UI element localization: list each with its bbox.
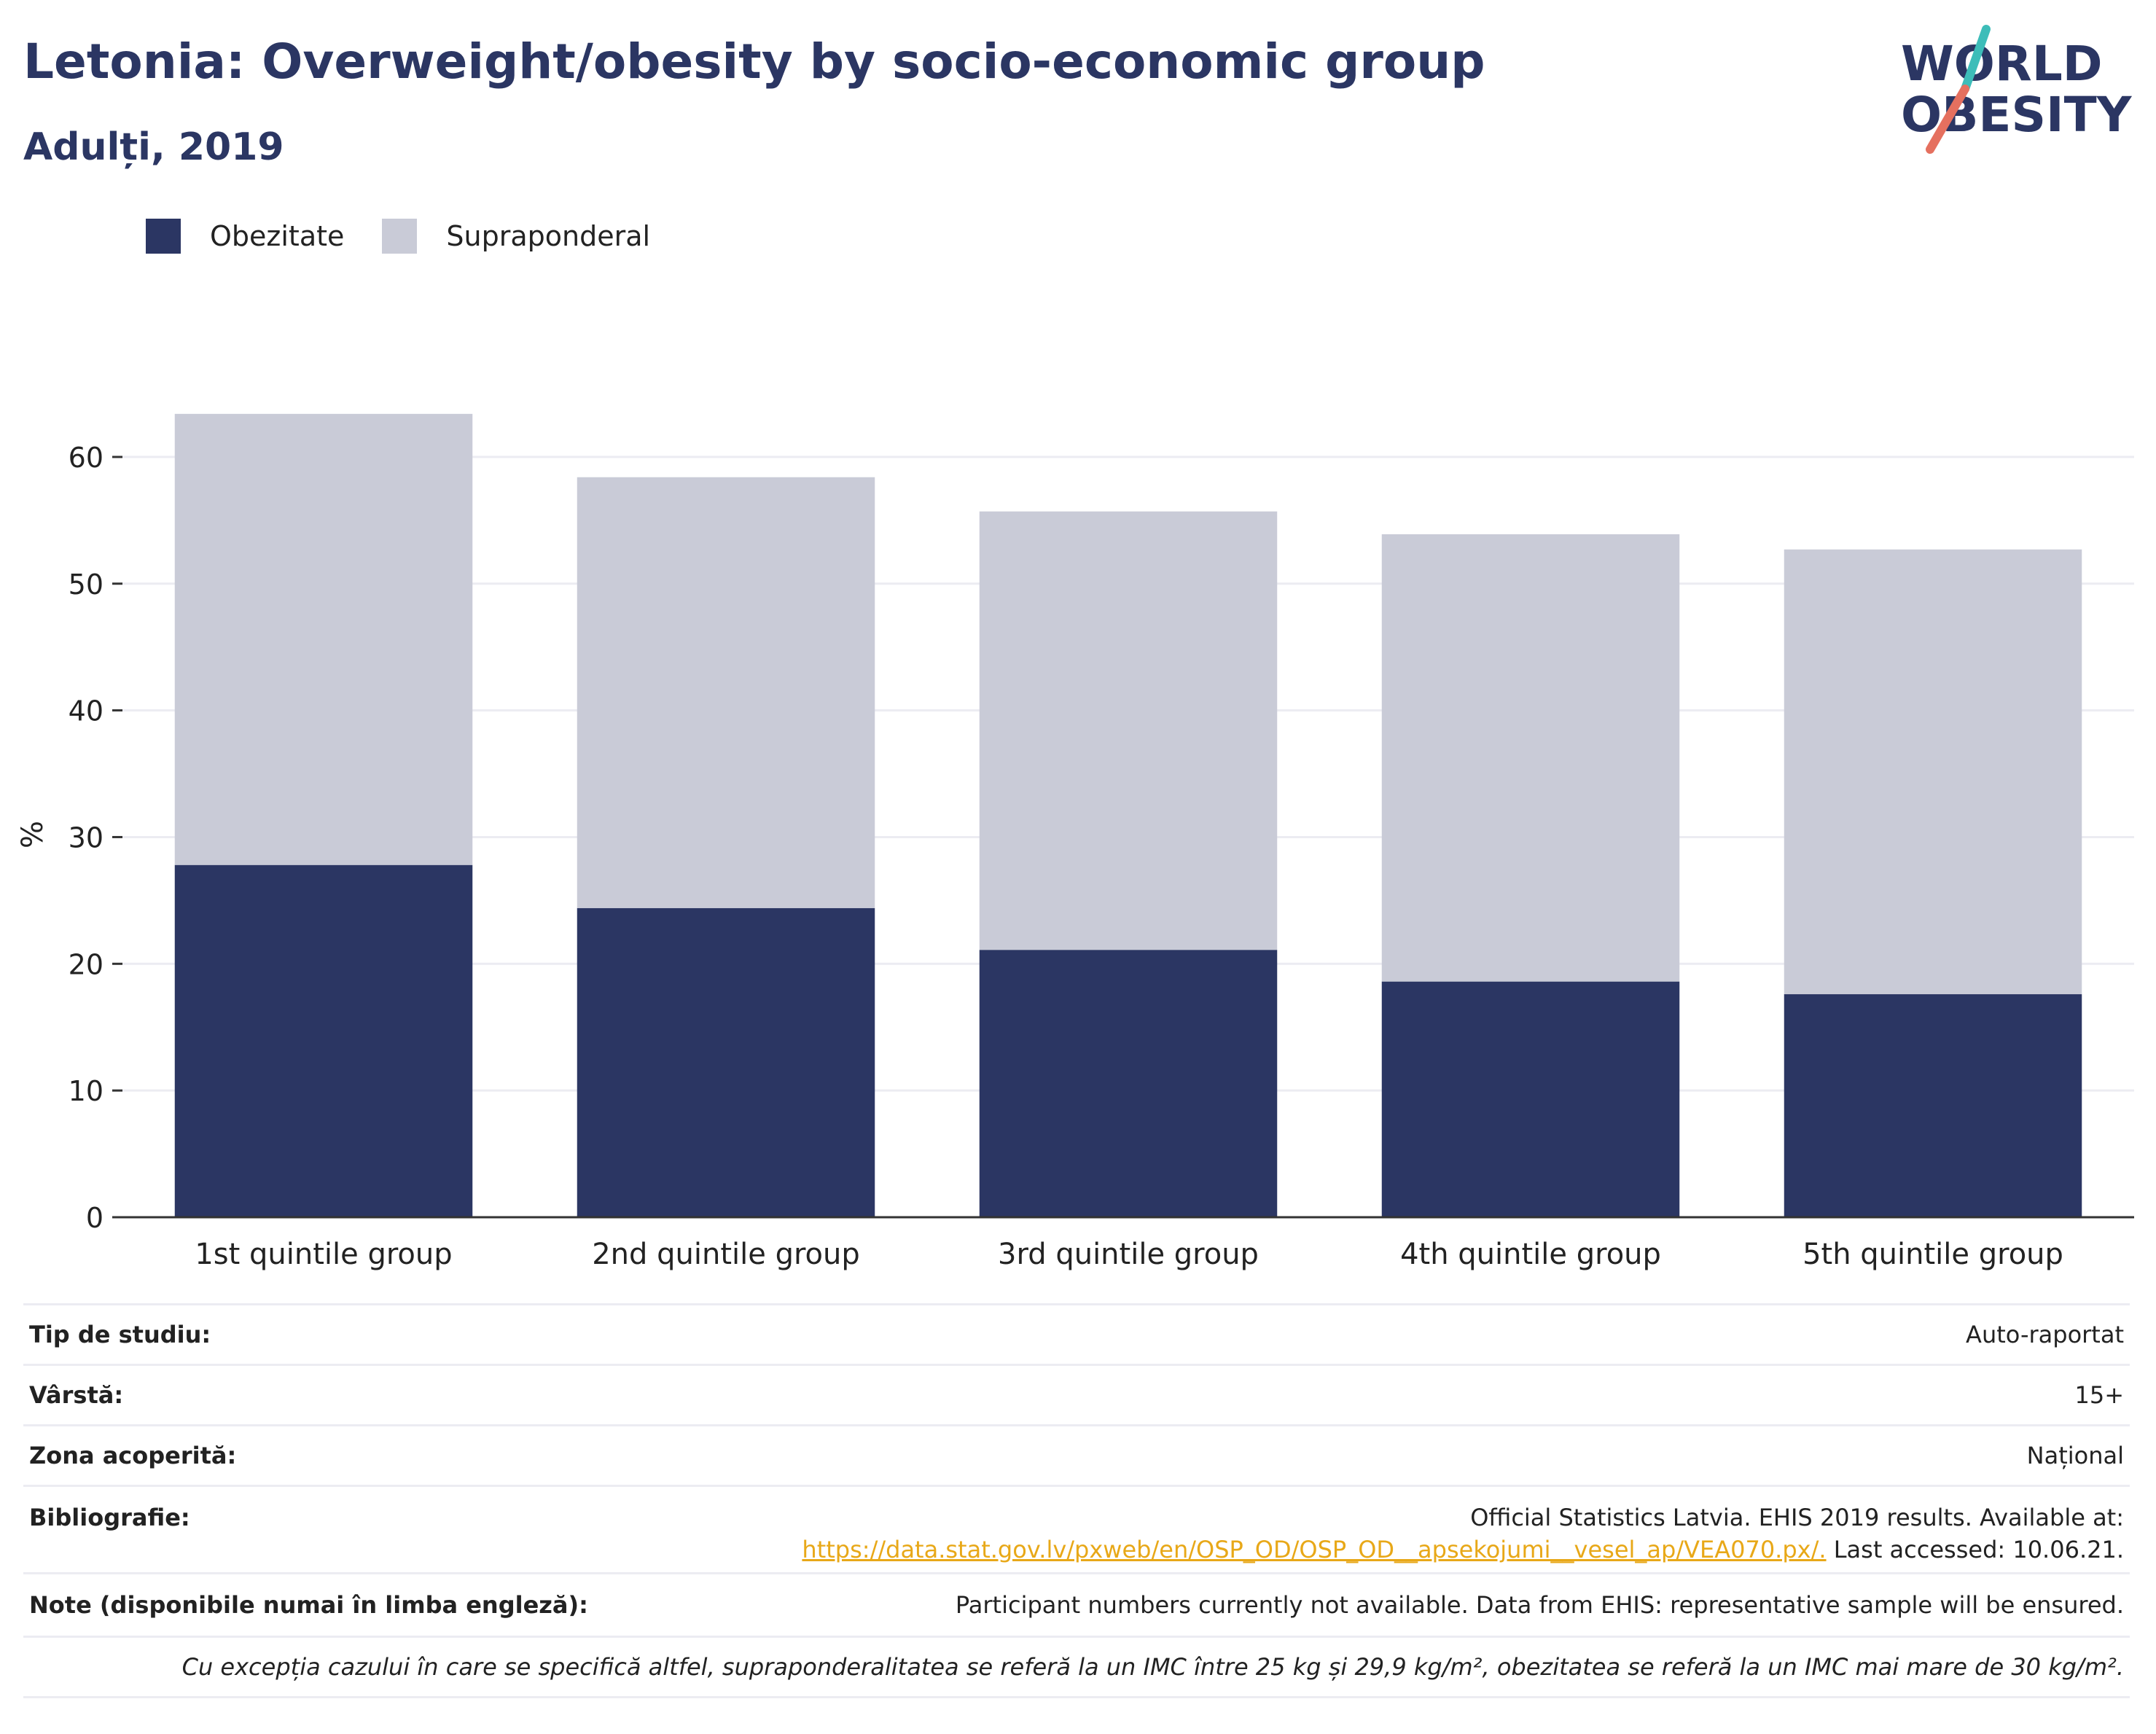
bar-obesity-3[interactable] xyxy=(979,950,1278,1217)
legend-label-obesity: Obezitate xyxy=(210,220,345,252)
bibliography-accessed: Last accessed: 10.06.21. xyxy=(1826,1536,2124,1563)
x-axis-ticks: 1st quintile group 2nd quintile group 3rd … xyxy=(195,1238,2063,1271)
legend-label-overweight: Supraponderal xyxy=(446,220,651,252)
legend-item-obesity[interactable]: Obezitate xyxy=(146,219,344,254)
bibliography-label: Bibliografie: xyxy=(29,1504,190,1531)
y-axis-label: % xyxy=(16,821,50,848)
y-tick-label: 30 xyxy=(69,821,103,854)
coverage-value: Național xyxy=(2026,1442,2124,1469)
bar-overweight-5[interactable] xyxy=(1784,549,2082,995)
chart-subtitle: Adulți, 2019 xyxy=(23,125,284,169)
age-value: 15+ xyxy=(2074,1381,2124,1409)
bibliography-link[interactable]: https://data.stat.gov.lv/pxweb/en/OSP_OD… xyxy=(802,1536,1827,1563)
study-type-value: Auto-raportat xyxy=(1966,1321,2124,1348)
coverage-label: Zona acoperită: xyxy=(29,1442,237,1469)
legend: Obezitate Supraponderal xyxy=(146,219,688,254)
age-label: Vârstă: xyxy=(29,1381,124,1409)
y-tick-label: 50 xyxy=(69,569,103,601)
y-tick-label: 20 xyxy=(69,948,103,980)
bar-obesity-1[interactable] xyxy=(174,864,473,1217)
legend-swatch-obesity xyxy=(146,219,181,254)
bmi-footnote: Cu excepția cazului în care se specifică… xyxy=(23,1636,2130,1698)
legend-swatch-overweight xyxy=(382,219,418,254)
x-tick-label: 1st quintile group xyxy=(195,1238,452,1271)
bars xyxy=(174,413,2082,1217)
chart-title: Letonia: Overweight/obesity by socio-eco… xyxy=(23,34,1485,90)
bar-overweight-2[interactable] xyxy=(577,477,875,908)
info-row-bibliography: Bibliografie: Official Statistics Latvia… xyxy=(23,1485,2130,1572)
x-tick-label: 2nd quintile group xyxy=(592,1238,860,1271)
bar-obesity-5[interactable] xyxy=(1784,994,2082,1217)
bar-overweight-1[interactable] xyxy=(174,413,473,865)
y-tick-label: 60 xyxy=(69,442,103,474)
notes-label: Note (disponibile numai în limba engleză… xyxy=(29,1591,588,1619)
info-row-study-type: Tip de studiu: Auto-raportat xyxy=(23,1303,2130,1364)
x-tick-label: 4th quintile group xyxy=(1400,1238,1661,1271)
bar-overweight-3[interactable] xyxy=(979,511,1278,950)
y-axis-ticks: 0 10 20 30 40 50 60 xyxy=(69,442,122,1234)
bar-obesity-4[interactable] xyxy=(1381,981,1680,1217)
legend-item-overweight[interactable]: Supraponderal xyxy=(382,219,650,254)
info-table: Tip de studiu: Auto-raportat Vârstă: 15+… xyxy=(23,1303,2130,1698)
svg-text:WORLD: WORLD xyxy=(1901,36,2103,92)
info-row-notes: Note (disponibile numai în limba engleză… xyxy=(23,1572,2130,1636)
bibliography-value: Official Statistics Latvia. EHIS 2019 re… xyxy=(802,1501,2124,1566)
notes-value: Participant numbers currently not availa… xyxy=(955,1591,2124,1619)
bibliography-text: Official Statistics Latvia. EHIS 2019 re… xyxy=(1470,1504,2124,1531)
y-tick-label: 0 xyxy=(86,1202,103,1234)
x-tick-label: 5th quintile group xyxy=(1802,1238,2063,1271)
bar-obesity-2[interactable] xyxy=(577,907,875,1217)
y-tick-label: 40 xyxy=(69,695,103,727)
bar-chart: 0 10 20 30 40 50 60 1st quintile group 2nd quin… xyxy=(16,413,2134,1271)
study-type-label: Tip de studiu: xyxy=(29,1321,211,1348)
info-row-age: Vârstă: 15+ xyxy=(23,1364,2130,1424)
world-obesity-logo: WORLD OBESITY xyxy=(1901,25,2133,154)
x-tick-label: 3rd quintile group xyxy=(998,1238,1259,1271)
info-row-coverage: Zona acoperită: Național xyxy=(23,1424,2130,1485)
y-tick-label: 10 xyxy=(69,1075,103,1107)
bar-overweight-4[interactable] xyxy=(1381,534,1680,982)
